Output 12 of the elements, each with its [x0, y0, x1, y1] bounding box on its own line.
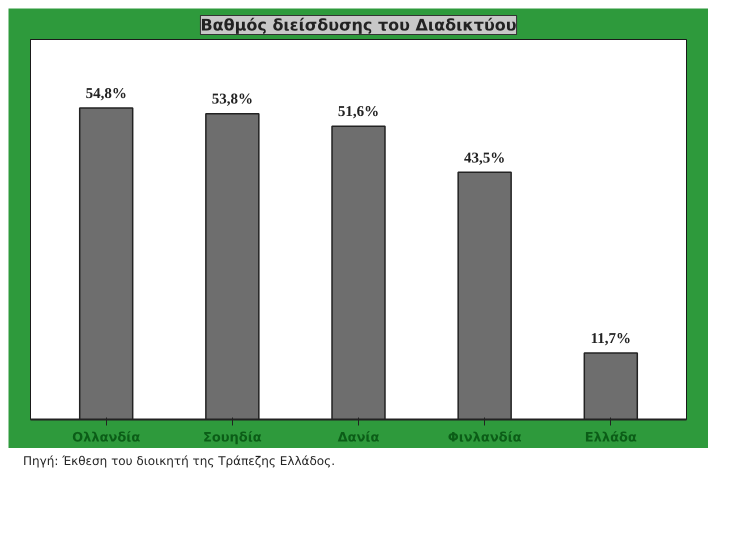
text: Πηγή: Έκθεση του διοικητή της Τράπεζης Ελλάδος.	[23, 453, 336, 470]
data-label: 53,8%	[212, 92, 253, 108]
data-label: 43,5%	[464, 150, 506, 166]
x-tick-label: Σουηδία	[202, 430, 262, 446]
data-label: 11,7%	[590, 331, 632, 347]
chart-title: Βαθμός διείσδυσης του Διαδικτύου	[200, 16, 517, 34]
x-tick-label: Φινλανδία	[448, 430, 522, 446]
x-tick-label: Ολλανδία	[72, 430, 140, 446]
data-label: 54,8%	[86, 86, 127, 102]
x-tick-label: Ελλάδα	[584, 430, 637, 446]
x-tick-label: Δανία	[338, 430, 380, 446]
data-label: 51,6%	[338, 104, 380, 120]
